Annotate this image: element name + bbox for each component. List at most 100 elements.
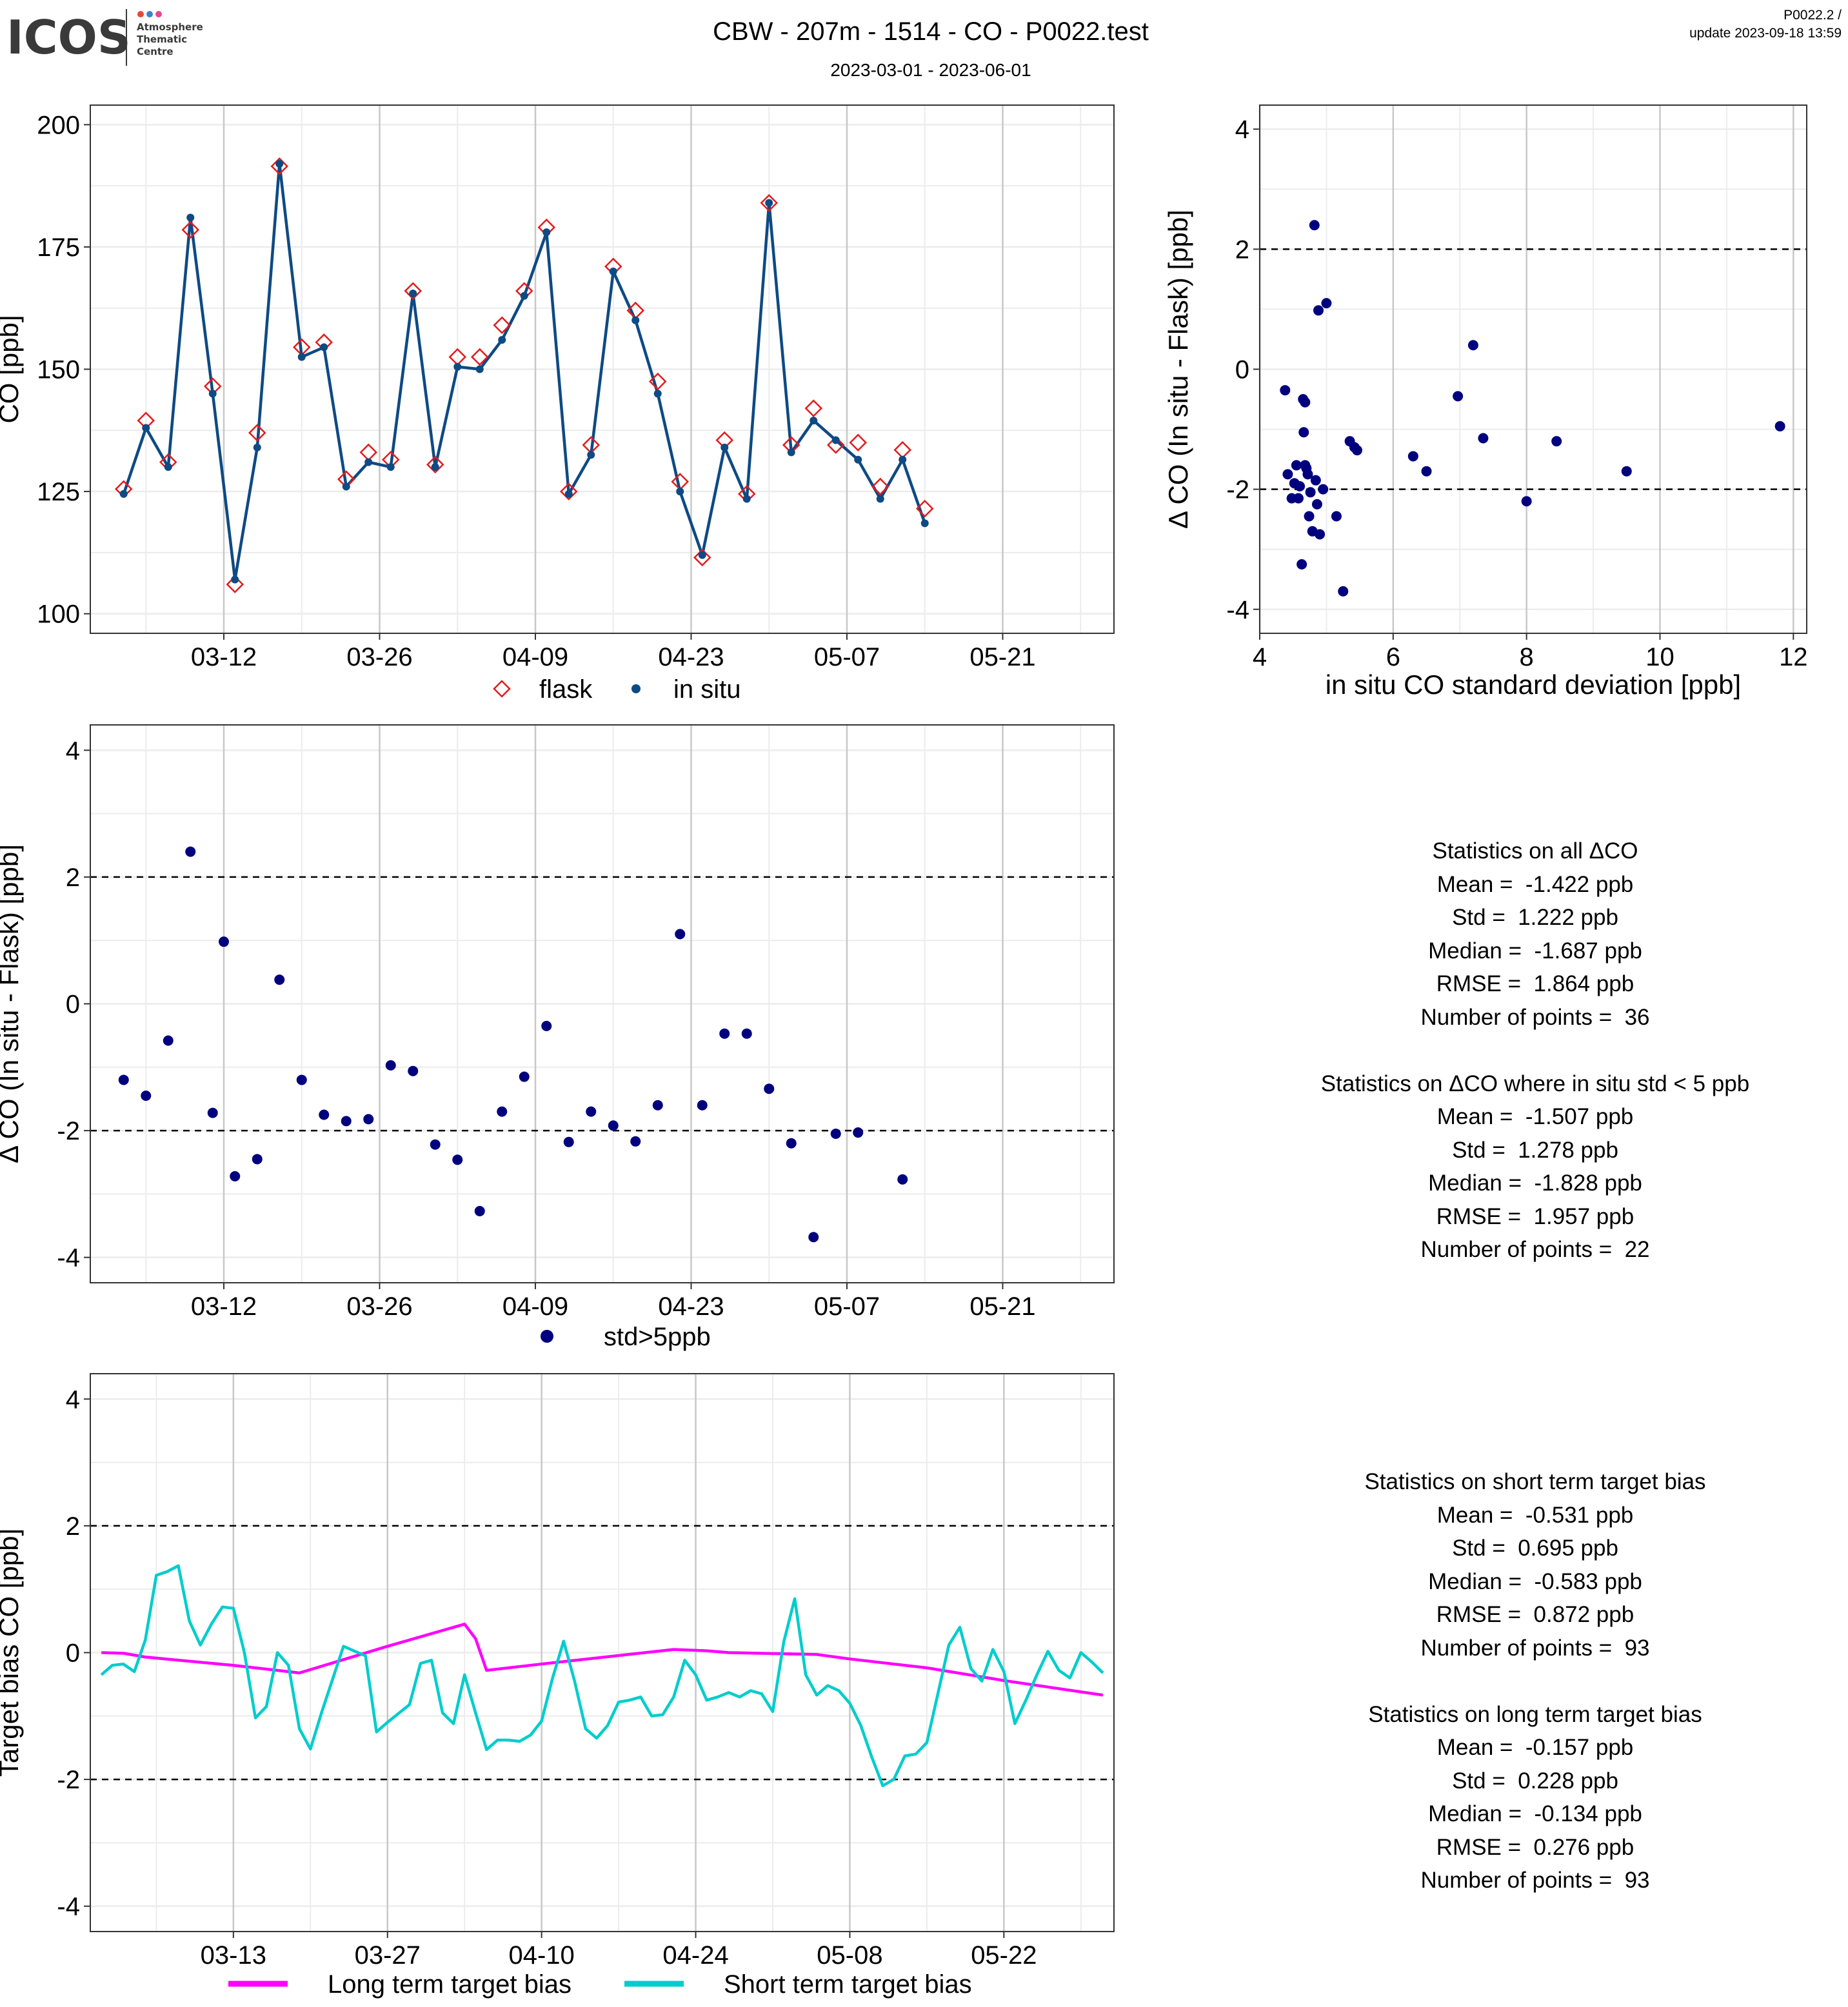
legend-delta: std>5ppb xyxy=(541,1323,711,1351)
logo-text: ICOS xyxy=(6,10,131,64)
legend-std5-key xyxy=(541,1330,553,1343)
y-tick-label: 175 xyxy=(37,233,80,262)
scatter-point xyxy=(1621,466,1632,477)
flask-point xyxy=(426,455,444,474)
stats-short-median: Median = -0.583 ppb xyxy=(1428,1568,1642,1594)
scatter-point xyxy=(1318,484,1329,495)
in-situ-point xyxy=(186,213,195,222)
delta-point xyxy=(541,1020,552,1031)
in-situ-point xyxy=(297,353,306,361)
stats-std5-median: Median = -1.828 ppb xyxy=(1428,1171,1642,1196)
delta-point xyxy=(563,1136,574,1147)
x-tick-label: 03-27 xyxy=(355,1941,421,1970)
scatter-point xyxy=(1298,427,1309,438)
x-tick-label: 05-07 xyxy=(814,1292,880,1321)
y-tick-label: 0 xyxy=(66,991,80,1019)
scatter-point xyxy=(1331,511,1342,522)
x-tick-label: 04-23 xyxy=(658,643,724,671)
y-tick-label: 200 xyxy=(37,111,80,139)
in-situ-point xyxy=(876,495,884,503)
scatter-point xyxy=(1310,475,1321,486)
delta-point xyxy=(608,1120,619,1131)
delta-point xyxy=(808,1232,819,1243)
y-axis-title: CO [ppb] xyxy=(0,315,24,423)
scatter-point xyxy=(1407,451,1418,462)
scatter-point xyxy=(1280,385,1291,396)
in-situ-point xyxy=(386,463,395,471)
stats-std5-mean: Mean = -1.507 ppb xyxy=(1436,1104,1634,1129)
legend-short-term-label: Short term target bias xyxy=(724,1970,972,1999)
flask-point xyxy=(470,348,489,366)
stats-long-mean: Mean = -0.157 ppb xyxy=(1436,1735,1634,1760)
delta-point xyxy=(630,1136,641,1147)
scatter-point xyxy=(1338,586,1349,597)
figure-title: CBW - 207m - 1514 - CO - P0022.test xyxy=(713,17,1149,46)
in-situ-point xyxy=(275,160,284,168)
y-tick-label: 2 xyxy=(66,864,80,892)
stats-all-std: Std = 1.222 ppb xyxy=(1452,905,1618,930)
x-tick-label: 03-26 xyxy=(346,1292,412,1321)
delta-point xyxy=(296,1074,307,1085)
x-tick-label: 6 xyxy=(1386,643,1400,671)
stats-long-rmse: RMSE = 0.276 ppb xyxy=(1436,1834,1634,1860)
x-tick-label: 05-21 xyxy=(969,643,1035,671)
delta-point xyxy=(697,1100,708,1111)
flask-point xyxy=(804,399,823,417)
x-tick-label: 04-09 xyxy=(502,1292,568,1321)
scatter-point xyxy=(1291,460,1302,471)
x-tick-label: 04-24 xyxy=(662,1941,728,1970)
stats-long-title: Statistics on long term target bias xyxy=(1368,1701,1702,1727)
flask-point xyxy=(559,482,578,500)
x-tick-label: 05-22 xyxy=(971,1941,1037,1970)
in-situ-point xyxy=(119,489,128,498)
in-situ-point xyxy=(475,365,484,373)
flask-point xyxy=(849,433,868,452)
delta-point xyxy=(118,1074,129,1085)
scatter-point xyxy=(1282,469,1293,480)
y-tick-label: 0 xyxy=(1235,356,1249,384)
flask-point xyxy=(493,316,512,335)
in-situ-point xyxy=(253,443,261,451)
delta-point xyxy=(430,1139,441,1150)
legend-bias: Long term target bias Short term target b… xyxy=(228,1970,972,1999)
flask-point xyxy=(826,436,845,454)
target-bias-panel: -4 -2 0 2 4 03-13 03-27 04-10 04-24 05-08 05-22 Tar… xyxy=(0,1373,1115,1999)
stats-all-mean: Mean = -1.422 ppb xyxy=(1436,871,1634,897)
x-tick-label: 05-07 xyxy=(814,643,880,671)
delta-point xyxy=(897,1174,908,1185)
stats-short-std: Std = 0.695 ppb xyxy=(1452,1536,1618,1561)
stats-short-rmse: RMSE = 0.872 ppb xyxy=(1436,1602,1634,1627)
in-situ-point xyxy=(564,489,573,498)
delta-vs-std-panel: -4 -2 0 2 4 4 6 8 10 12 Δ CO (In situ - Flask) [pp… xyxy=(1163,104,1808,700)
in-situ-point xyxy=(498,336,506,344)
in-situ-point xyxy=(899,455,907,464)
delta-point xyxy=(385,1060,396,1071)
legend-co: flask in situ xyxy=(493,675,741,704)
legend-long-term-label: Long term target bias xyxy=(328,1970,571,1999)
delta-point xyxy=(452,1154,463,1165)
in-situ-point xyxy=(609,267,617,275)
x-tick-label: 03-12 xyxy=(191,643,257,671)
stats-long-count: Number of points = 93 xyxy=(1420,1868,1650,1893)
flask-point xyxy=(693,548,711,567)
in-situ-point xyxy=(765,199,773,207)
stats-short-count: Number of points = 93 xyxy=(1420,1635,1650,1661)
y-tick-label: -2 xyxy=(57,1117,80,1145)
logo-dot-pink xyxy=(155,11,162,17)
scatter-point xyxy=(1351,445,1362,456)
delta-point xyxy=(586,1106,597,1117)
y-axis-title: Δ CO (In situ - Flask) [ppb] xyxy=(1163,210,1193,529)
x-tick-label: 10 xyxy=(1645,643,1674,671)
y-tick-label: 2 xyxy=(1235,235,1249,264)
y-tick-label: -4 xyxy=(1226,596,1249,624)
logo-sub-2: Thematic xyxy=(137,34,187,45)
delta-point xyxy=(786,1138,797,1149)
delta-point xyxy=(163,1035,174,1046)
long-term-bias-line xyxy=(101,1623,1104,1697)
scatter-point xyxy=(1305,487,1316,498)
short-term-bias-line xyxy=(100,1564,1104,1788)
scatter-point xyxy=(1421,466,1432,477)
in-situ-point xyxy=(787,448,795,457)
x-tick-label: 03-13 xyxy=(201,1941,266,1970)
x-tick-label: 03-12 xyxy=(191,1292,257,1321)
